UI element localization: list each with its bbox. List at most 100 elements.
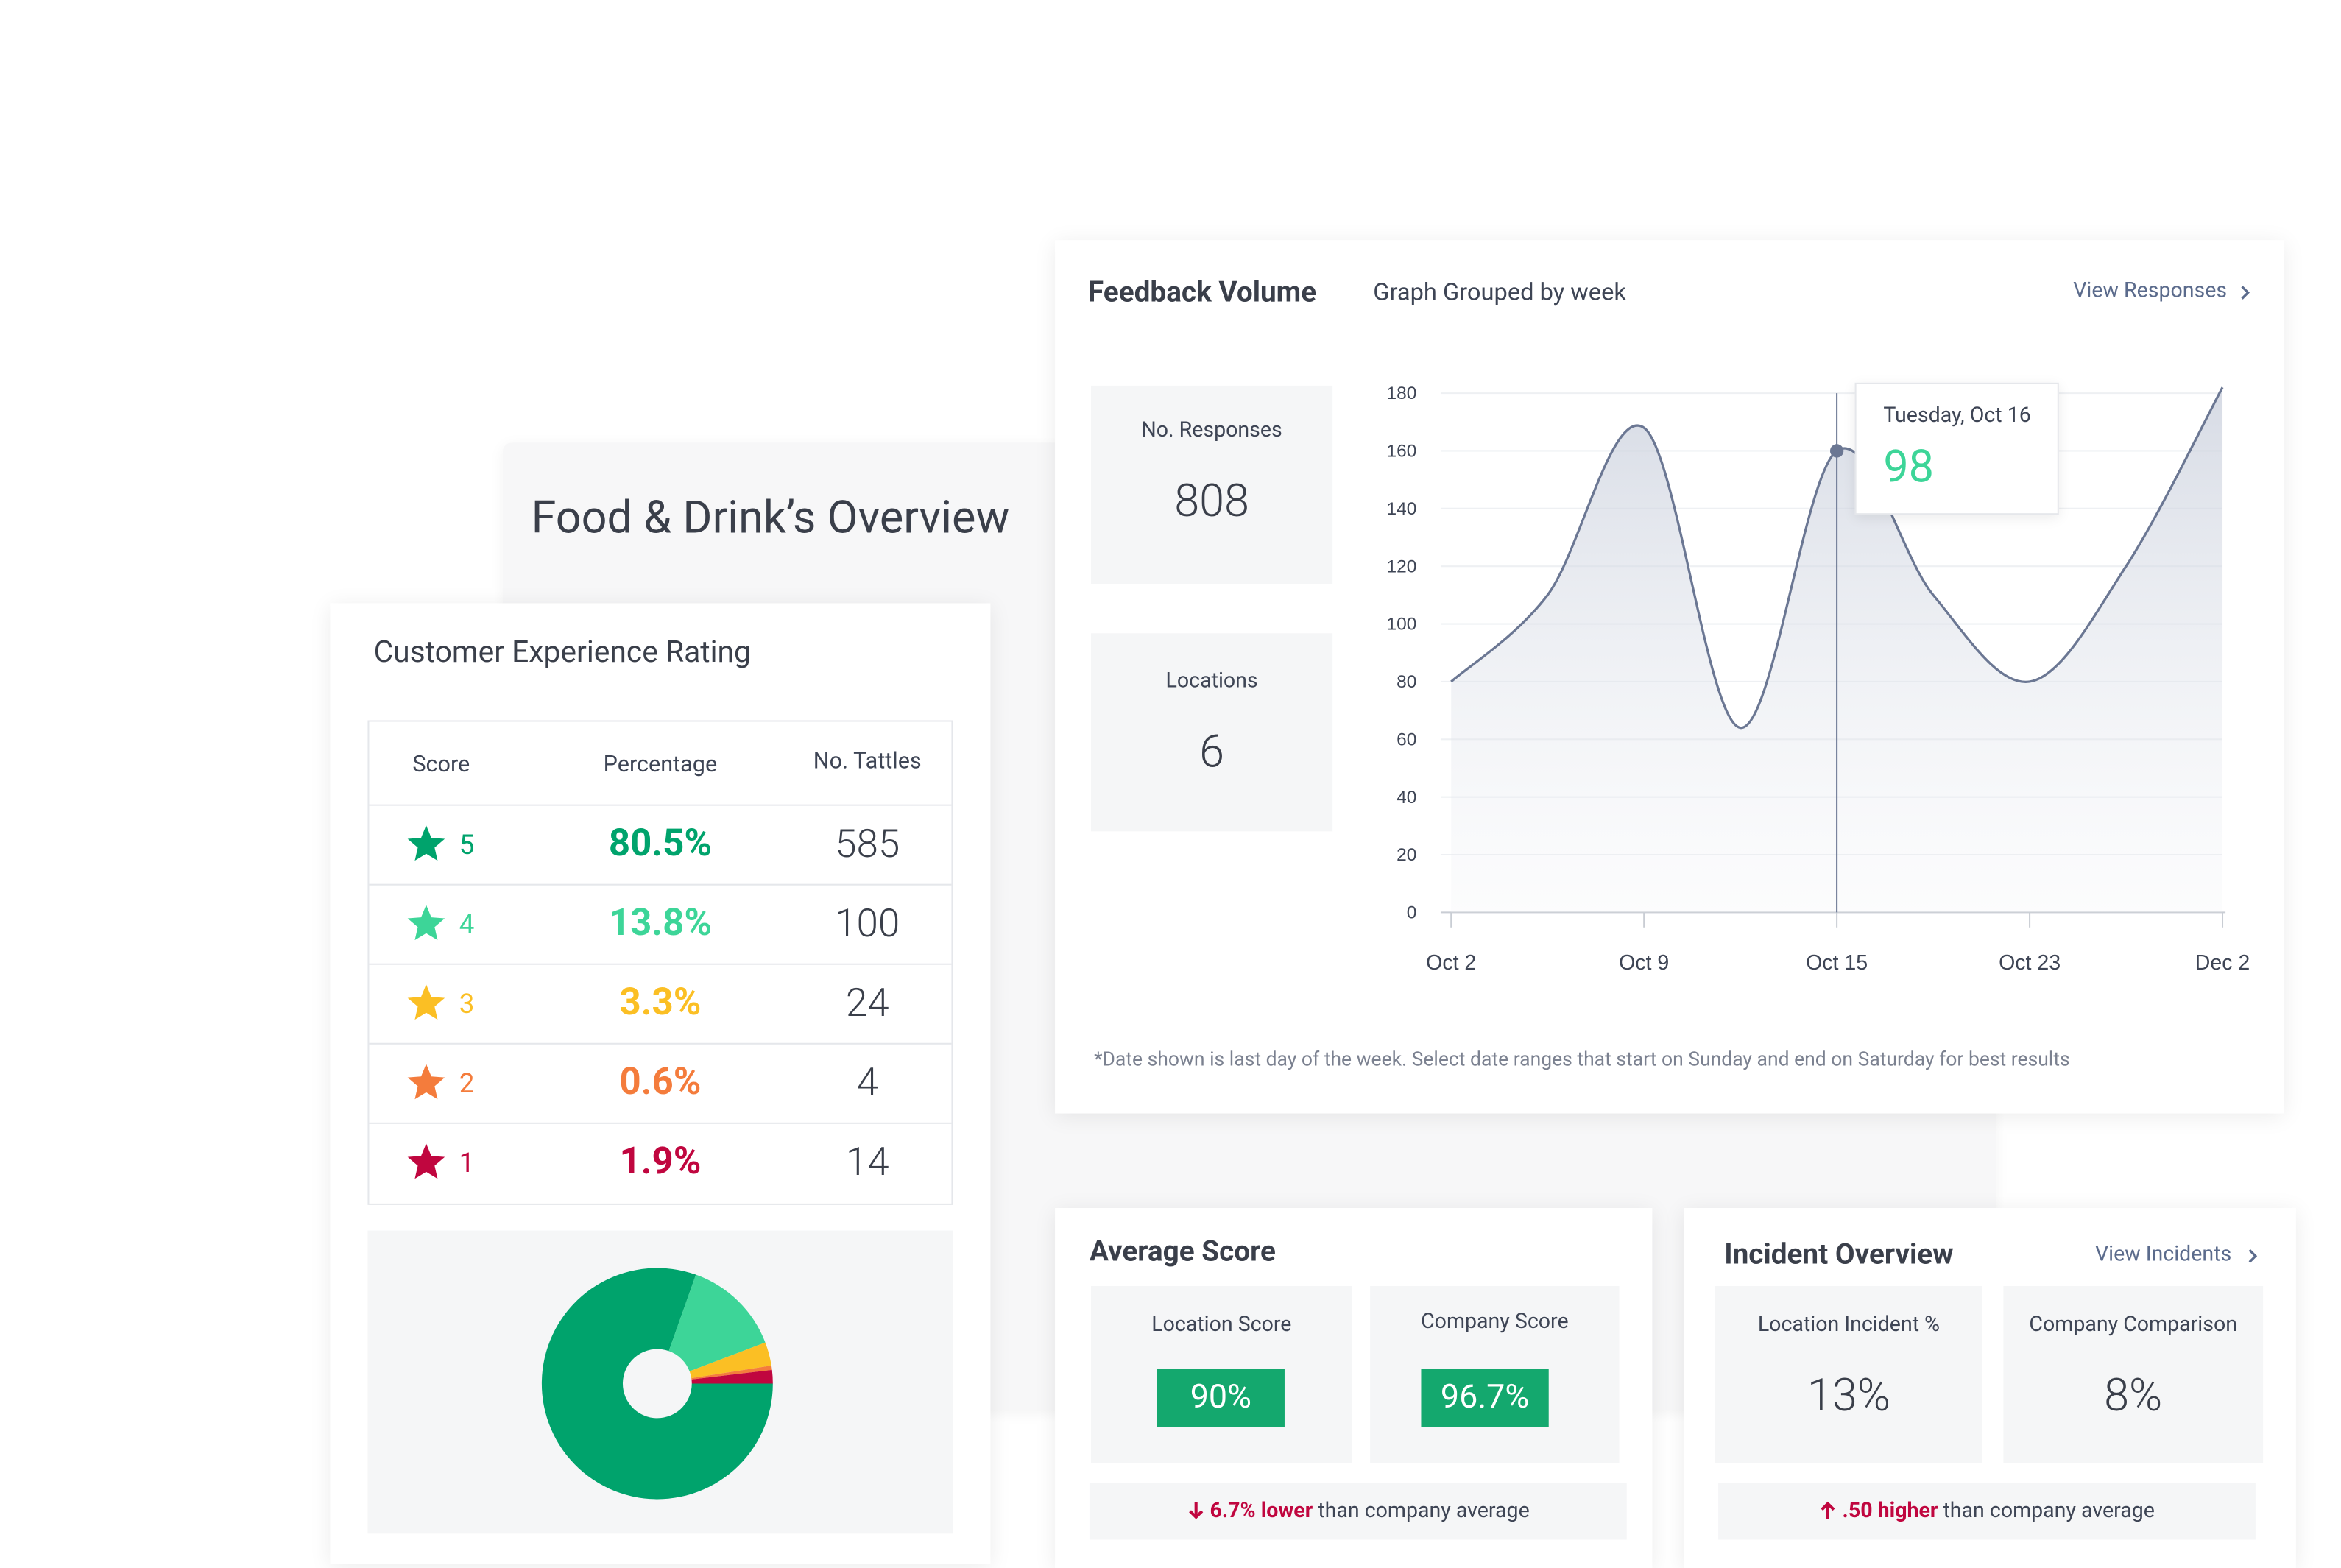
hover-dot xyxy=(1829,444,1844,458)
arrow-down-icon xyxy=(1188,1502,1203,1519)
percentage: 0.6% xyxy=(619,1061,702,1105)
y-tick-label: 180 xyxy=(1387,384,1417,403)
y-tick-label: 0 xyxy=(1407,903,1417,923)
note-emphasis: .50 higher xyxy=(1842,1499,1938,1524)
tooltip-date: Tuesday, Oct 16 xyxy=(1883,403,2031,428)
note-text: than company average xyxy=(1318,1499,1530,1524)
stat-value: 6 xyxy=(1199,726,1225,779)
star xyxy=(407,905,445,941)
star xyxy=(407,1064,445,1100)
tattles: 24 xyxy=(845,981,889,1027)
score: 1 xyxy=(459,1148,475,1180)
rating-title: Customer Experience Rating xyxy=(373,633,751,670)
pie-box xyxy=(367,1230,953,1534)
star-icon xyxy=(407,984,445,1020)
star-icon xyxy=(407,825,445,861)
view-responses-link[interactable]: View Responses xyxy=(2073,279,2228,303)
percentage: 13.8% xyxy=(608,902,713,946)
incident-box: Location Incident % 13% xyxy=(1715,1285,1982,1463)
star-icon xyxy=(407,1143,445,1179)
pie-slice xyxy=(689,1342,771,1379)
note-emphasis: 6.7% lower xyxy=(1210,1499,1313,1524)
y-tick-label: 160 xyxy=(1387,442,1417,462)
tattles: 585 xyxy=(835,822,900,868)
column-header: Score xyxy=(412,750,470,777)
pie-slice xyxy=(691,1369,773,1384)
view-incidents-link[interactable]: View Incidents xyxy=(2095,1242,2232,1267)
score-note: 6.7% lower than company average xyxy=(1089,1483,1627,1540)
column-header: Percentage xyxy=(603,750,718,777)
score: 3 xyxy=(459,989,475,1021)
feedback-title: Feedback Volume xyxy=(1087,275,1317,309)
tattles: 14 xyxy=(845,1140,889,1186)
pie-slice xyxy=(541,1268,773,1500)
star-icon xyxy=(407,1064,445,1100)
column-header: No. Tattles xyxy=(813,747,922,774)
line-chart: 0 20 40 60 80 100 120 140 160 180 Oct 2 Oct 9 Oct 15… xyxy=(1387,384,2250,975)
score-box: Company Score 96.7% xyxy=(1370,1285,1620,1463)
percentage: 3.3% xyxy=(619,981,702,1025)
pie-slice xyxy=(668,1274,766,1371)
y-tick-label: 60 xyxy=(1397,730,1416,749)
arrow-up-icon xyxy=(1821,1501,1835,1519)
incident-value: 13% xyxy=(1807,1370,1890,1423)
x-tick-label: Dec 2 xyxy=(2195,951,2250,975)
row-divider xyxy=(369,1122,952,1124)
incident-title: Incident Overview xyxy=(1724,1236,1954,1271)
star-icon xyxy=(407,905,445,941)
y-tick-label: 80 xyxy=(1397,672,1416,692)
tattles: 100 xyxy=(835,902,900,947)
incident-card: Incident Overview View Incidents Locatio… xyxy=(1684,1207,2296,1568)
tooltip: Tuesday, Oct 16 98 xyxy=(1854,382,2059,515)
star xyxy=(407,825,445,861)
percentage: 80.5% xyxy=(608,822,713,866)
stat-label: Locations xyxy=(1165,669,1258,693)
stat-box: Locations 6 xyxy=(1090,633,1333,832)
y-tick-label: 100 xyxy=(1387,615,1417,635)
x-tick-label: Oct 2 xyxy=(1426,951,1476,975)
line xyxy=(1450,386,2224,730)
pie-chart xyxy=(541,1268,773,1500)
pie-slice xyxy=(691,1365,772,1380)
stat-label: No. Responses xyxy=(1141,418,1282,443)
score: 4 xyxy=(459,909,475,942)
score: 5 xyxy=(459,830,475,862)
percentage: 1.9% xyxy=(619,1140,702,1184)
chevron-icon xyxy=(2241,286,2250,300)
footnote: *Date shown is last day of the week. Sel… xyxy=(1094,1048,2070,1072)
score-label: Location Score xyxy=(1151,1313,1292,1338)
average-card: Average Score Location Score 90% Company… xyxy=(1055,1207,1653,1568)
incident-value: 8% xyxy=(2104,1370,2163,1423)
score: 2 xyxy=(459,1068,475,1101)
incident-box: Company Comparison 8% xyxy=(2003,1285,2264,1463)
row-divider xyxy=(369,1042,952,1045)
overview-title: Food & Drink’s Overview xyxy=(531,492,1010,545)
y-tick-label: 140 xyxy=(1387,499,1417,519)
tooltip-value: 98 xyxy=(1883,441,1935,494)
rating-card: Customer Experience Rating Score Percenta… xyxy=(330,603,991,1564)
score-badge: 90% xyxy=(1157,1369,1285,1427)
star xyxy=(407,1143,445,1179)
x-tick-label: Oct 9 xyxy=(1619,951,1669,975)
score-box: Location Score 90% xyxy=(1090,1285,1352,1463)
x-tick-label: Oct 15 xyxy=(1806,951,1868,975)
chevron-icon xyxy=(2248,1249,2258,1263)
y-tick-label: 20 xyxy=(1397,845,1416,865)
note-text: than company average xyxy=(1943,1499,2155,1524)
incident-note: .50 higher than company average xyxy=(1718,1483,2256,1540)
average-title: Average Score xyxy=(1089,1233,1276,1268)
rating-table: Score Percentage No. Tattles 5 80.5% 585 4 13.8… xyxy=(367,720,953,1205)
y-tick-label: 120 xyxy=(1387,557,1417,576)
stat-value: 808 xyxy=(1174,476,1249,529)
incident-label: Company Comparison xyxy=(2029,1313,2238,1338)
row-divider xyxy=(369,963,952,965)
row-divider xyxy=(369,804,952,806)
stat-box: No. Responses 808 xyxy=(1090,385,1333,584)
score-label: Company Score xyxy=(1421,1310,1569,1335)
star xyxy=(407,984,445,1020)
incident-label: Location Incident % xyxy=(1757,1313,1941,1338)
tattles: 4 xyxy=(856,1061,878,1106)
y-tick-label: 40 xyxy=(1397,788,1416,808)
